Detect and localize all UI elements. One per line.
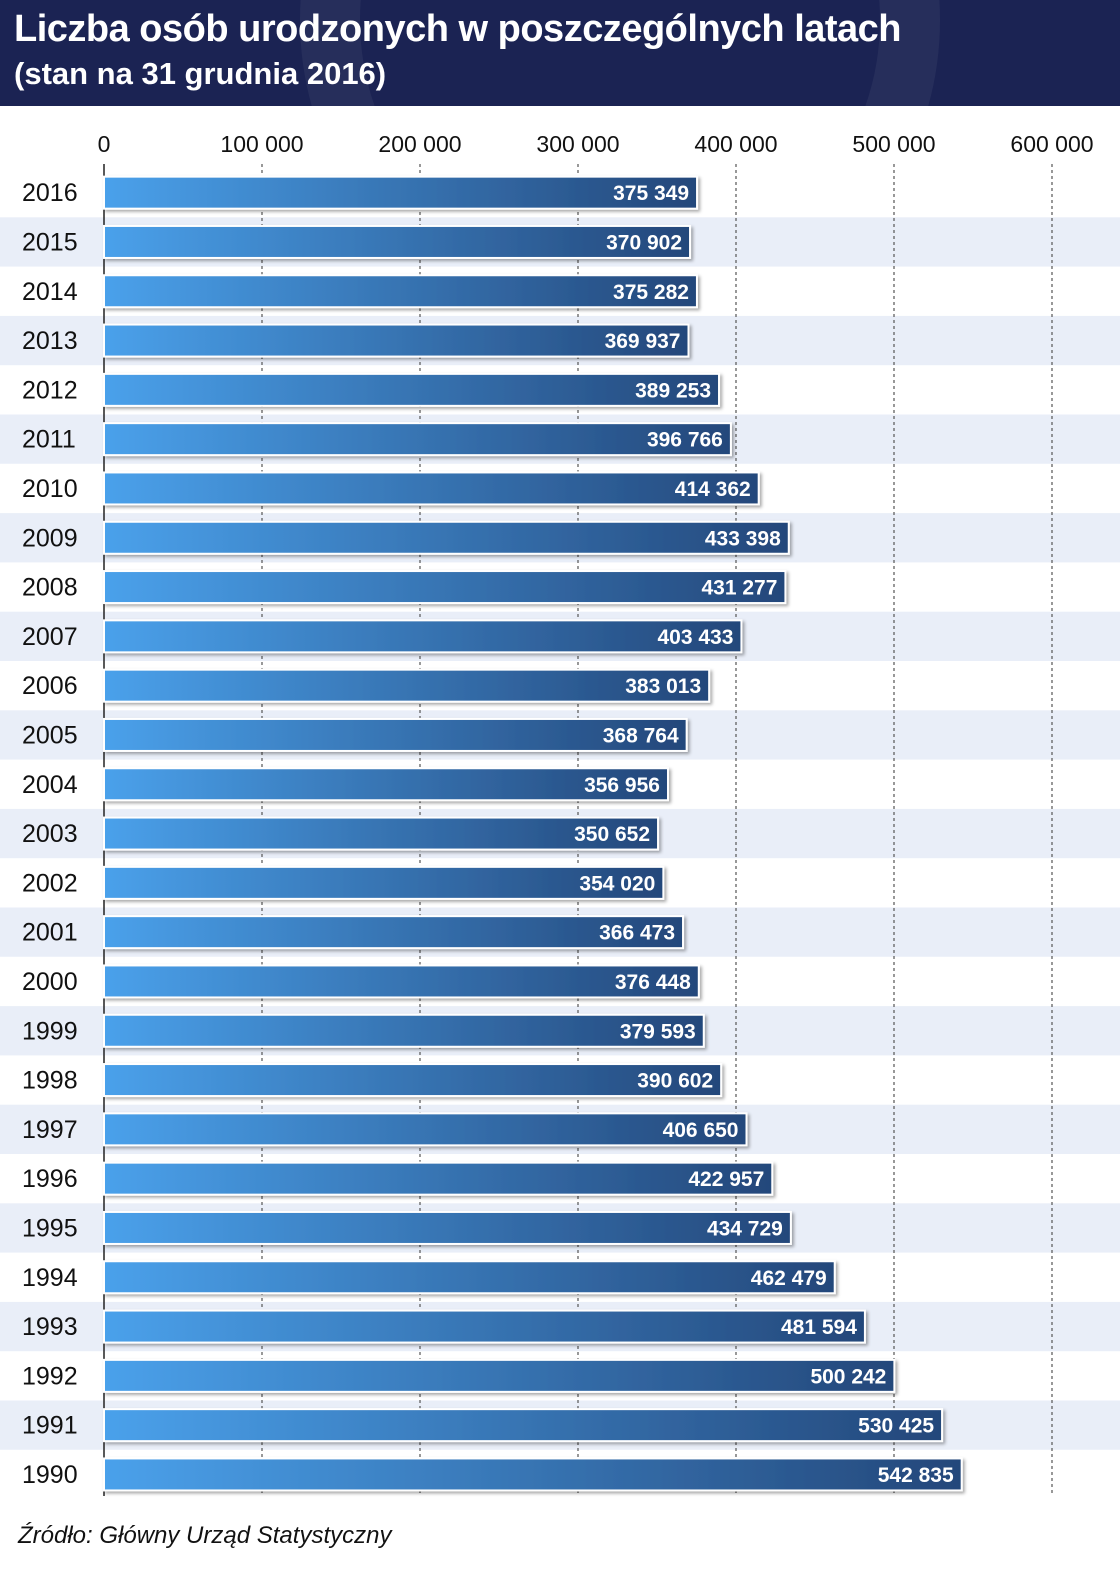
- bar: [103, 224, 692, 259]
- bar-chart: 0 100 000 200 000 300 000 400 000 500 000 600 …: [0, 131, 1120, 1496]
- x-tick-label: 0: [98, 131, 111, 157]
- bar: [103, 1457, 963, 1492]
- bar-value-label: 370 902: [606, 231, 682, 254]
- x-axis-ticks: 0 100 000 200 000 300 000 400 000 500 000 600 …: [98, 131, 1094, 157]
- bar-value-label: 369 937: [605, 330, 681, 353]
- bar: [103, 1260, 836, 1295]
- bar: [103, 767, 669, 802]
- bar: [103, 1112, 748, 1147]
- x-tick-label: 200 000: [378, 131, 461, 157]
- bar: [103, 1408, 944, 1443]
- category-label: 2006: [22, 672, 78, 700]
- bar-value-label: 366 473: [599, 922, 675, 945]
- category-label: 1999: [22, 1017, 78, 1045]
- bar: [103, 175, 699, 210]
- bar: [103, 865, 665, 900]
- bar-value-label: 375 349: [613, 182, 689, 205]
- bar: [103, 964, 700, 999]
- x-tick-label: 100 000: [220, 131, 303, 157]
- bar: [103, 1161, 774, 1196]
- bar: [103, 1309, 866, 1344]
- bar: [103, 1210, 792, 1245]
- bar: [103, 471, 760, 506]
- bar-value-label: 354 020: [579, 872, 655, 895]
- bar: [103, 274, 698, 309]
- bar-value-label: 403 433: [658, 626, 734, 649]
- bar: [103, 1358, 896, 1393]
- category-label: 1995: [22, 1214, 78, 1242]
- x-tick-label: 600 000: [1010, 131, 1093, 157]
- bar-value-label: 431 277: [701, 577, 777, 600]
- bar-value-label: 379 593: [620, 1020, 696, 1043]
- category-label: 2012: [22, 376, 78, 404]
- category-label: 2007: [22, 623, 78, 651]
- bar-value-label: 375 282: [613, 281, 689, 304]
- bar-value-label: 376 448: [615, 971, 691, 994]
- category-label: 2004: [22, 771, 78, 799]
- category-label: 2002: [22, 869, 78, 897]
- bar-value-label: 356 956: [584, 774, 660, 797]
- bar: [103, 372, 721, 407]
- bar-value-label: 422 957: [688, 1168, 764, 1191]
- category-label: 1996: [22, 1165, 78, 1193]
- category-label: 2009: [22, 524, 78, 552]
- x-tick-label: 400 000: [694, 131, 777, 157]
- source-note: Źródło: Główny Urząd Statystyczny: [18, 1522, 392, 1549]
- bar-value-label: 396 766: [647, 429, 723, 452]
- bar-value-label: 481 594: [781, 1316, 857, 1339]
- chart-subtitle: (stan na 31 grudnia 2016): [14, 56, 387, 91]
- bar-value-label: 389 253: [635, 379, 711, 402]
- bar-value-label: 383 013: [625, 675, 701, 698]
- bar: [103, 816, 660, 851]
- bar-value-label: 542 835: [878, 1464, 954, 1487]
- bar-value-label: 414 362: [675, 478, 751, 501]
- bar-value-label: 368 764: [603, 724, 679, 747]
- category-label: 2005: [22, 721, 78, 749]
- category-label: 1998: [22, 1067, 78, 1095]
- bar: [103, 1013, 705, 1048]
- bar: [103, 668, 711, 703]
- category-label: 2001: [22, 919, 78, 947]
- category-label: 1990: [22, 1461, 78, 1489]
- y-axis-categories: 2016 2015 2014 2013 2012 2011 2010 2009 2008 2007…: [22, 179, 78, 1489]
- category-label: 2015: [22, 228, 78, 256]
- category-label: 2013: [22, 327, 78, 355]
- category-label: 2014: [22, 278, 78, 306]
- category-label: 2000: [22, 968, 78, 996]
- bar: [103, 915, 685, 950]
- x-tick-label: 500 000: [852, 131, 935, 157]
- bar-value-label: 406 650: [663, 1119, 739, 1142]
- bar-value-label: 350 652: [574, 823, 650, 846]
- chart-title: Liczba osób urodzonych w poszczególnych …: [14, 8, 902, 50]
- category-label: 2016: [22, 179, 78, 207]
- bar: [103, 323, 690, 358]
- bar: [103, 1063, 723, 1098]
- bar: [103, 619, 743, 654]
- category-label: 1991: [22, 1412, 78, 1440]
- bar-value-label: 390 602: [637, 1070, 713, 1093]
- bar: [103, 422, 732, 457]
- bar: [103, 520, 790, 555]
- bar-value-label: 462 479: [751, 1267, 827, 1290]
- category-label: 1993: [22, 1313, 78, 1341]
- bars: 375 349 370 902 375 282 369 937 389 253 396 7…: [103, 175, 963, 1492]
- bar: [103, 570, 787, 605]
- category-label: 2008: [22, 574, 78, 602]
- category-label: 1994: [22, 1264, 78, 1292]
- category-label: 1992: [22, 1362, 78, 1390]
- bar-value-label: 500 242: [810, 1365, 886, 1388]
- category-label: 2003: [22, 820, 78, 848]
- category-label: 1997: [22, 1116, 78, 1144]
- category-label: 2011: [22, 426, 76, 454]
- category-label: 2010: [22, 475, 78, 503]
- x-tick-label: 300 000: [536, 131, 619, 157]
- bar: [103, 717, 688, 752]
- header-ring-decoration: [300, 0, 940, 106]
- header-banner: Liczba osób urodzonych w poszczególnych …: [0, 0, 1120, 106]
- bar-value-label: 530 425: [858, 1415, 934, 1438]
- bar-value-label: 434 729: [707, 1217, 783, 1240]
- bar-value-label: 433 398: [705, 527, 781, 550]
